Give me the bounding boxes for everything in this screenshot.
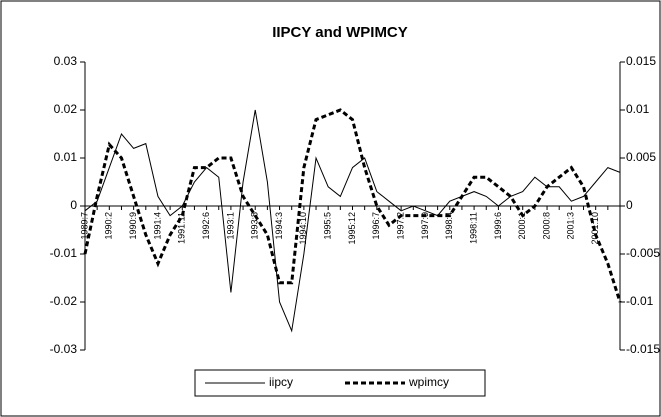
x-tick-label: 1993:8 (250, 212, 260, 240)
x-tick-label: 1991:4 (152, 212, 162, 240)
series-line (84, 109, 621, 333)
y2-tick-label: 0 (626, 198, 633, 212)
y2-tick-label: 0.01 (626, 102, 650, 116)
x-tick-label: 1997:9 (420, 212, 430, 240)
x-tick-label: 1995:12 (347, 212, 357, 245)
y-tick-label: 0.03 (54, 54, 78, 68)
chart-title: IIPCY and WPIMCY (272, 24, 408, 41)
x-tick-label: 1997:2 (396, 212, 406, 240)
y-tick-label: 0.01 (54, 150, 78, 164)
x-tick-label: 1998:11 (468, 212, 478, 244)
x-tick-label: 1999:6 (493, 212, 503, 240)
series-line (83, 108, 622, 303)
x-tick-label: 1994:10 (298, 212, 308, 245)
x-tick-label: 1990:2 (104, 212, 114, 240)
x-tick-label: 2000:1 (517, 212, 527, 240)
y-tick-label: -0.01 (50, 246, 78, 260)
x-tick-label: 2000:8 (541, 212, 551, 240)
x-tick-label: 1990:9 (128, 212, 138, 240)
y-tick-label: 0 (70, 198, 77, 212)
y-tick-label: -0.02 (50, 294, 78, 308)
x-tick-label: 1992:6 (201, 212, 211, 240)
x-tick-label: 1994:3 (274, 212, 284, 240)
x-tick-label: 1995:5 (323, 212, 333, 240)
x-tick-label: 1989:7 (79, 212, 89, 240)
y2-tick-label: -0.01 (626, 294, 654, 308)
x-tick-label: 2001:3 (566, 212, 576, 240)
y-tick-label: -0.03 (50, 342, 78, 356)
legend-label: iipcy (269, 375, 293, 389)
y-tick-label: 0.02 (54, 102, 78, 116)
x-tick-label: 1993:1 (225, 212, 235, 240)
y2-tick-label: -0.005 (626, 246, 660, 260)
y2-tick-label: -0.015 (626, 342, 660, 356)
x-tick-label: 1991:11 (177, 212, 187, 244)
x-tick-label: 1996:7 (371, 212, 381, 240)
y2-tick-label: 0.015 (626, 54, 656, 68)
y2-tick-label: 0.005 (626, 150, 656, 164)
legend-label: wpimcy (408, 375, 449, 389)
x-tick-label: 1998:4 (444, 212, 454, 240)
